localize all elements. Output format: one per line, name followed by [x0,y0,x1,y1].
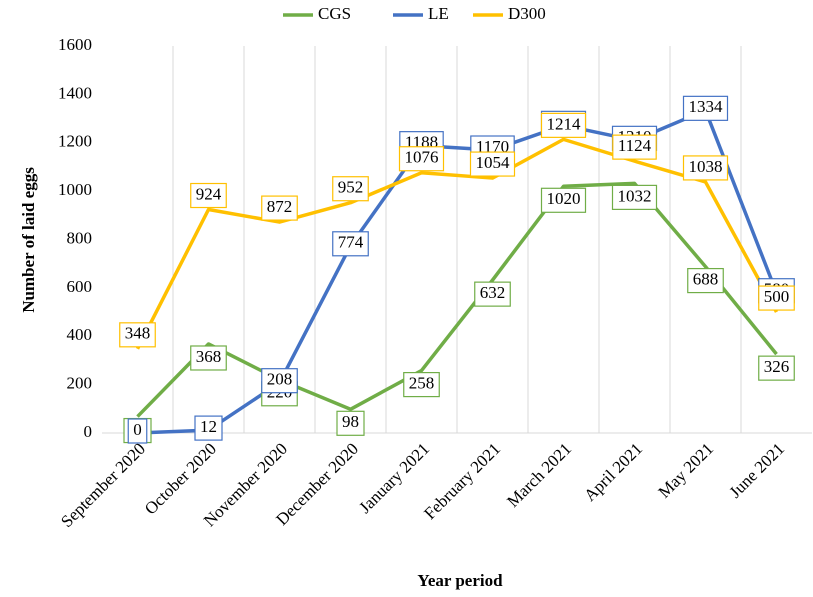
data-label-text: 1054 [476,153,511,172]
data-label-text: 348 [125,324,151,343]
data-label-box [687,267,724,294]
data-label: 924 [190,182,227,209]
series-line [137,108,779,435]
data-label-text: 632 [480,283,506,302]
y-tick-label: 1000 [58,180,92,199]
y-tick-label: 200 [67,374,93,393]
data-label: 1038 [682,155,729,181]
data-label-box [540,187,587,213]
y-tick-label: 1200 [58,132,92,151]
data-label-box [611,184,658,210]
data-label-text: 12 [200,417,217,436]
data-label-box [194,415,223,441]
data-label: 1124 [612,134,657,160]
data-label-text: 208 [267,370,293,389]
data-label-box [190,345,227,371]
data-label-box [474,281,511,307]
y-tick-label: 600 [67,277,93,296]
data-label-text: 688 [693,269,719,288]
data-label: 632 [474,281,511,307]
y-tick-label: 1600 [58,35,92,54]
y-tick-label: 400 [67,325,93,344]
data-label-box [403,371,440,398]
data-label-box [332,231,369,257]
data-label-box [612,134,657,160]
x-tick-label: May 2021 [655,439,718,502]
data-label: 0 [127,418,148,444]
data-label: 98 [336,410,365,436]
legend-label: D300 [508,4,546,23]
x-tick-label: February 2021 [420,439,504,523]
data-label: 12 [194,415,223,441]
data-label-text: 1124 [618,136,652,155]
x-tick-label: June 2021 [726,439,789,502]
data-label: 1214 [540,112,587,138]
data-label-text: 98 [342,412,359,431]
data-label: 688 [687,267,724,294]
data-label: 258 [403,371,440,398]
x-axis-title: Year period [417,571,503,590]
data-label: 500 [758,285,795,311]
data-label: 1334 [682,95,729,121]
data-label-box [119,322,156,348]
data-label-box [190,182,227,209]
data-label: 1032 [611,184,658,210]
data-label-box [398,146,445,172]
data-label: 1054 [469,151,516,177]
data-label: 872 [261,195,298,221]
y-axis-title: Number of laid eggs [19,167,38,313]
x-tick-label: April 2021 [580,439,646,505]
data-label: 1020 [540,187,587,213]
y-tick-label: 1400 [58,83,92,102]
series-line [135,137,779,350]
x-tick-label: September 2020 [57,439,149,531]
data-label-box [261,368,298,394]
data-label-box [682,95,729,121]
legend-label: LE [428,4,449,23]
data-label-text: 258 [409,374,435,393]
data-label-text: 952 [338,178,364,197]
data-label-box [682,155,729,181]
data-label-text: 500 [764,287,790,306]
data-label-box [469,151,516,177]
data-label-text: 872 [267,197,293,216]
data-label-text: 326 [764,357,790,376]
data-label-text: 1170 [476,137,509,156]
x-tick-label: March 2021 [503,439,575,511]
data-label-box [336,410,365,436]
data-label-text: 1020 [547,189,581,208]
data-label: 774 [332,231,369,257]
series-line [136,181,778,418]
data-label-box [758,285,795,311]
data-label-text: 1076 [405,148,439,167]
data-label-box [332,176,369,202]
data-label-text: 1038 [689,157,723,176]
x-tick-label: October 2020 [141,439,220,518]
y-tick-label: 800 [67,228,93,247]
y-tick-label: 0 [84,422,93,441]
legend-label: CGS [318,4,351,23]
data-label-text: 0 [133,420,142,439]
data-label: 326 [758,355,795,381]
data-label-box [758,355,795,381]
data-label-text: 1334 [689,97,724,116]
data-label: 368 [190,345,227,371]
data-label-box [540,112,587,138]
data-label-text: 924 [196,184,222,203]
data-label-text: 774 [338,233,364,252]
data-label: 952 [332,176,369,202]
data-label-text: 368 [196,347,222,366]
data-label: 208 [261,368,298,394]
data-label-text: 1214 [547,114,582,133]
x-tick-label: January 2021 [355,439,433,517]
data-label-box [261,195,298,221]
data-label-text: 1032 [618,186,652,205]
data-label-box [127,418,148,444]
data-label: 348 [119,322,156,348]
data-label: 1076 [398,146,445,172]
